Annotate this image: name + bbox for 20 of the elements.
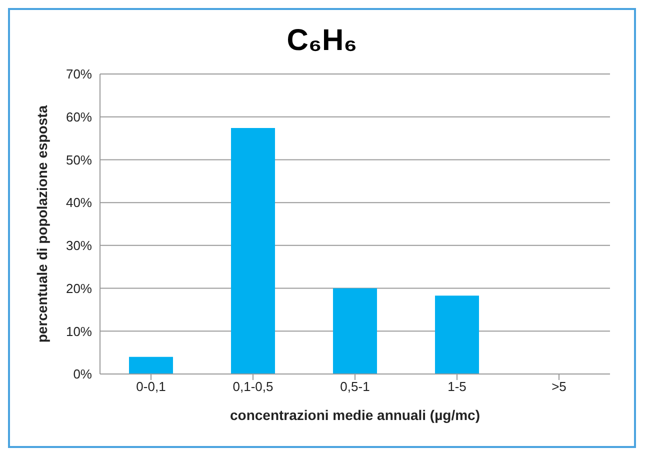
bar [129, 356, 173, 374]
x-tick-label: 0-0,1 [136, 379, 166, 394]
bar [231, 128, 275, 374]
y-tick-label: 0% [73, 366, 92, 382]
x-tick-label: 0,5-1 [340, 379, 370, 394]
y-tick-label: 20% [66, 280, 92, 296]
y-tick-label: 30% [66, 238, 92, 254]
y-tick-label: 60% [66, 109, 92, 124]
bar [333, 288, 377, 374]
x-axis-title: concentrazioni medie annuali (µg/mc) [230, 407, 480, 423]
x-tick-label: 0,1-0,5 [232, 379, 274, 394]
y-axis-title: percentuale di popolazione esposta [34, 105, 50, 343]
y-tick-label: 70% [66, 66, 92, 82]
y-tick-label: 10% [66, 324, 92, 339]
y-tick-label: 50% [66, 152, 92, 168]
bar [435, 296, 479, 374]
x-tick-label: 1-5 [448, 379, 466, 394]
chart-title: C₆H₆ [286, 24, 358, 59]
y-tick-label: 40% [66, 195, 92, 210]
x-tick-label: >5 [552, 379, 566, 394]
